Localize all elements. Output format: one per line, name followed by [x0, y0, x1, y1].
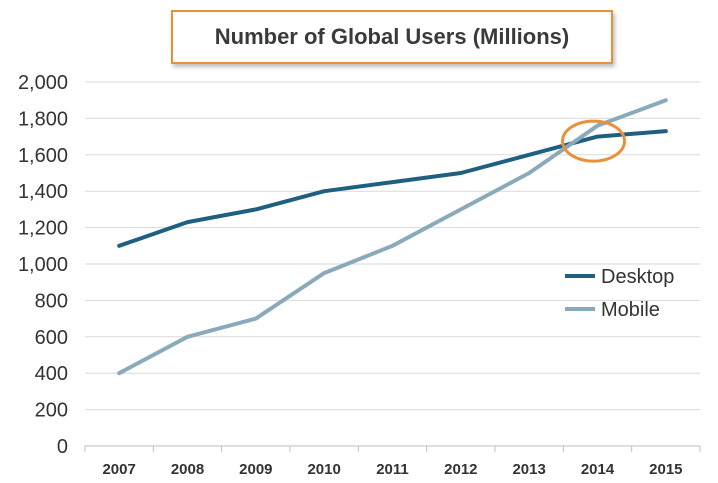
x-tick-label: 2008: [171, 461, 204, 478]
series-lines: [117, 98, 668, 376]
x-tick-label: 2007: [102, 461, 135, 478]
x-tick-label: 2011: [376, 461, 409, 478]
x-axis-tick-labels: 2007 2008 2009 2010 2011 2012 2013 2014 2015: [102, 461, 682, 478]
y-tick-label: 1,400: [18, 181, 68, 203]
crossover-annotation: [561, 119, 626, 163]
y-tick-label: 2,000: [18, 72, 68, 94]
y-tick-label: 1,200: [18, 218, 68, 240]
crossover-circle: [561, 119, 626, 163]
y-tick-label: 400: [35, 363, 68, 385]
chart-title-box: Number of Global Users (Millions): [171, 10, 613, 64]
legend-label: Desktop: [601, 266, 674, 288]
y-tick-label: 0: [57, 436, 68, 458]
x-tick-label: 2015: [649, 461, 682, 478]
y-tick-label: 600: [35, 327, 68, 349]
x-tick-label: 2010: [307, 461, 340, 478]
y-tick-label: 1,600: [18, 145, 68, 167]
y-axis-tick-labels: 0 200 400 600 800 1,000 1,200 1,400 1,600 1,800 2,…: [18, 72, 68, 458]
x-axis: [84, 445, 701, 452]
y-tick-label: 200: [35, 400, 68, 422]
x-tick-label: 2014: [581, 461, 615, 478]
legend-label: Mobile: [601, 299, 660, 321]
y-tick-label: 800: [35, 290, 68, 312]
y-tick-label: 1,800: [18, 108, 68, 130]
x-tick-label: 2009: [239, 461, 272, 478]
series-line-mobile: [117, 98, 668, 376]
x-tick-label: 2012: [444, 461, 477, 478]
legend: Desktop Mobile: [565, 266, 674, 321]
chart-title: Number of Global Users (Millions): [214, 24, 570, 49]
y-tick-label: 1,000: [18, 254, 68, 276]
series-line-desktop: [117, 129, 668, 248]
x-tick-label: 2013: [512, 461, 545, 478]
